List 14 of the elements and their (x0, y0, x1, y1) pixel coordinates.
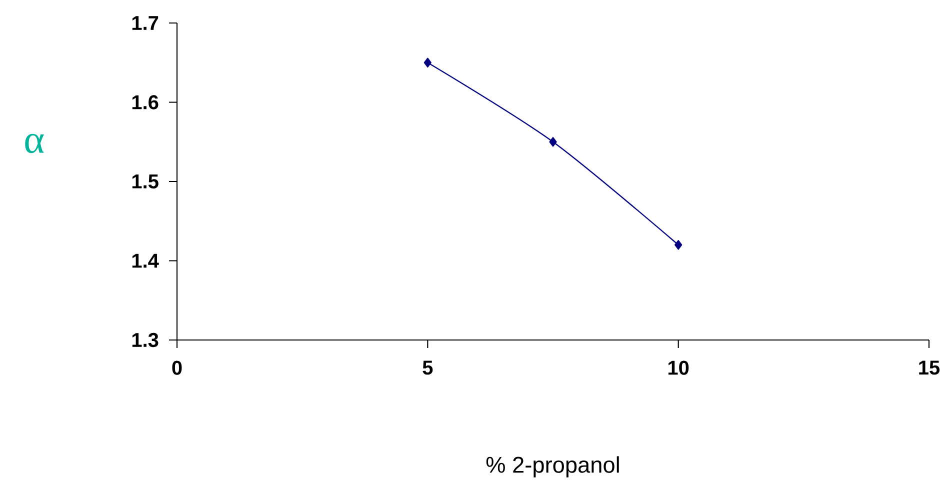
y-axis-title: α (25, 134, 44, 154)
y-tick-label: 1.3 (132, 332, 158, 348)
point (549, 137, 557, 147)
x-axis-title: % 2-propanol (486, 456, 619, 478)
x-tick-label: 15 (919, 360, 940, 375)
y-tick-label: 1.5 (132, 174, 158, 188)
y-tick-label: 1.4 (132, 254, 159, 268)
point (424, 58, 432, 68)
x-tick-label: 10 (668, 360, 689, 375)
point (674, 240, 682, 250)
y-tick-label: 1.6 (132, 95, 158, 110)
y-tick-label: 1.7 (132, 16, 158, 30)
x-tick-label: 0 (172, 360, 182, 375)
x-tick-label: 5 (422, 360, 433, 375)
